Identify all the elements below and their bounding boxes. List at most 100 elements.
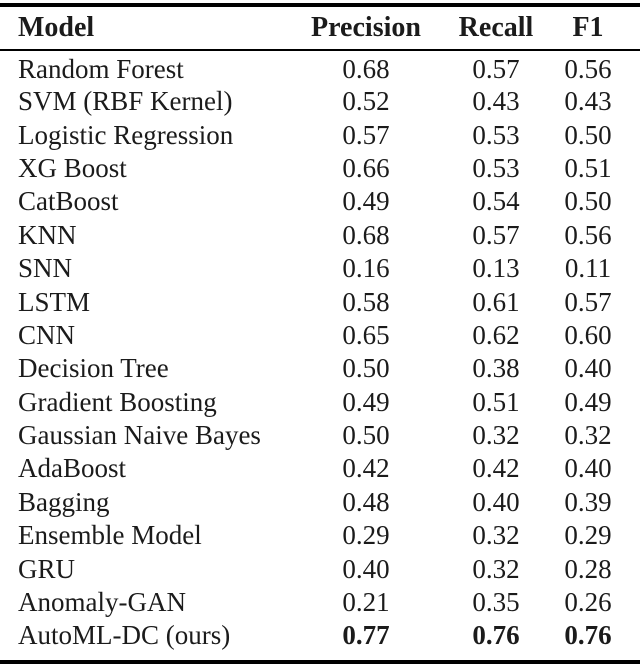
table-row: KNN 0.68 0.57 0.56 — [0, 219, 640, 252]
model-name-cell: Decision Tree — [18, 353, 169, 384]
f1-value-cell: 0.28 — [564, 553, 612, 584]
recall-value-cell: 0.76 — [472, 620, 520, 651]
precision-value-cell: 0.68 — [342, 54, 390, 84]
recall-value-cell: 0.42 — [472, 453, 520, 484]
f1-value-cell: 0.50 — [564, 119, 612, 150]
recall-value-cell: 0.40 — [472, 486, 520, 517]
recall-value-cell: 0.32 — [472, 553, 520, 584]
recall-value-cell: 0.38 — [472, 353, 520, 384]
table-row: Bagging 0.48 0.40 0.39 — [0, 486, 640, 519]
model-name-cell: Anomaly-GAN — [18, 587, 186, 618]
model-name-cell: AdaBoost — [18, 453, 126, 484]
precision-value-cell: 0.49 — [342, 386, 390, 417]
recall-value-cell: 0.13 — [472, 253, 520, 284]
f1-value-cell: 0.60 — [564, 319, 612, 350]
table-row: Gaussian Naive Bayes 0.50 0.32 0.32 — [0, 419, 640, 452]
f1-value-cell: 0.49 — [564, 386, 612, 417]
recall-value-cell: 0.62 — [472, 319, 520, 350]
table-row: XG Boost 0.66 0.53 0.51 — [0, 152, 640, 185]
precision-value-cell: 0.68 — [342, 219, 390, 250]
precision-value-cell: 0.21 — [342, 587, 390, 618]
column-header-model: Model — [18, 12, 95, 43]
f1-value-cell: 0.32 — [564, 420, 612, 451]
precision-value-cell: 0.65 — [342, 319, 390, 350]
model-name-cell: Ensemble Model — [18, 520, 202, 551]
table-row: Ensemble Model 0.29 0.32 0.29 — [0, 519, 640, 552]
f1-value-cell: 0.76 — [564, 620, 612, 651]
f1-value-cell: 0.43 — [564, 86, 612, 117]
precision-value-cell: 0.77 — [342, 620, 390, 651]
table-row: Anomaly-GAN 0.21 0.35 0.26 — [0, 586, 640, 619]
recall-value-cell: 0.53 — [472, 119, 520, 150]
column-header-f1: F1 — [572, 12, 604, 43]
f1-value-cell: 0.39 — [564, 486, 612, 517]
precision-value-cell: 0.66 — [342, 152, 390, 183]
recall-value-cell: 0.57 — [472, 219, 520, 250]
model-name-cell: AutoML-DC (ours) — [18, 620, 231, 651]
table-row: AutoML-DC (ours) 0.77 0.76 0.76 — [0, 619, 640, 652]
table-body: Random Forest 0.68 0.57 0.56 SVM (RBF Kernel… — [0, 50, 640, 653]
results-table-figure: Model Precision Recall F1 Random Forest 0… — [0, 3, 640, 670]
table-row: Logistic Regression 0.57 0.53 0.50 — [0, 118, 640, 151]
model-name-cell: CNN — [18, 319, 76, 350]
precision-value-cell: 0.52 — [342, 86, 390, 117]
model-name-cell: Random Forest — [18, 54, 184, 84]
table-row: GRU 0.40 0.32 0.28 — [0, 552, 640, 585]
table-row: Decision Tree 0.50 0.38 0.40 — [0, 352, 640, 385]
recall-value-cell: 0.61 — [472, 286, 520, 317]
recall-value-cell: 0.53 — [472, 152, 520, 183]
model-name-cell: Gaussian Naive Bayes — [18, 420, 261, 451]
f1-value-cell: 0.57 — [564, 286, 612, 317]
f1-value-cell: 0.56 — [564, 219, 612, 250]
recall-value-cell: 0.57 — [472, 54, 520, 84]
table-row: Gradient Boosting 0.49 0.51 0.49 — [0, 386, 640, 419]
table-bottom-rule — [0, 659, 640, 664]
f1-value-cell: 0.50 — [564, 186, 612, 217]
model-name-cell: XG Boost — [18, 152, 127, 183]
model-name-cell: Logistic Regression — [18, 119, 234, 150]
table-row: Random Forest 0.68 0.57 0.56 — [0, 50, 640, 85]
precision-value-cell: 0.48 — [342, 486, 390, 517]
recall-value-cell: 0.32 — [472, 420, 520, 451]
model-name-cell: GRU — [18, 553, 76, 584]
recall-value-cell: 0.32 — [472, 520, 520, 551]
header-row: Model Precision Recall F1 — [0, 7, 640, 50]
table-row: LSTM 0.58 0.61 0.57 — [0, 285, 640, 318]
precision-value-cell: 0.16 — [342, 253, 390, 284]
column-header-precision: Precision — [311, 12, 421, 43]
precision-value-cell: 0.29 — [342, 520, 390, 551]
precision-value-cell: 0.57 — [342, 119, 390, 150]
model-metrics-table: Model Precision Recall F1 Random Forest 0… — [0, 7, 640, 653]
model-name-cell: SVM (RBF Kernel) — [18, 86, 233, 117]
precision-value-cell: 0.50 — [342, 420, 390, 451]
table-row: CatBoost 0.49 0.54 0.50 — [0, 185, 640, 218]
recall-value-cell: 0.43 — [472, 86, 520, 117]
model-name-cell: CatBoost — [18, 186, 119, 217]
f1-value-cell: 0.56 — [564, 54, 612, 84]
table-row: CNN 0.65 0.62 0.60 — [0, 319, 640, 352]
model-name-cell: Gradient Boosting — [18, 386, 217, 417]
f1-value-cell: 0.51 — [564, 152, 612, 183]
precision-value-cell: 0.49 — [342, 186, 390, 217]
f1-value-cell: 0.11 — [564, 253, 612, 284]
model-name-cell: Bagging — [18, 486, 110, 517]
column-header-recall: Recall — [458, 12, 534, 43]
table-row: AdaBoost 0.42 0.42 0.40 — [0, 452, 640, 485]
f1-value-cell: 0.40 — [564, 453, 612, 484]
precision-value-cell: 0.42 — [342, 453, 390, 484]
f1-value-cell: 0.29 — [564, 520, 612, 551]
table-row: SVM (RBF Kernel) 0.52 0.43 0.43 — [0, 85, 640, 118]
recall-value-cell: 0.51 — [472, 386, 520, 417]
recall-value-cell: 0.35 — [472, 587, 520, 618]
model-name-cell: KNN — [18, 219, 77, 250]
table-header: Model Precision Recall F1 — [0, 7, 640, 50]
precision-value-cell: 0.50 — [342, 353, 390, 384]
f1-value-cell: 0.26 — [564, 587, 612, 618]
table-row: SNN 0.16 0.13 0.11 — [0, 252, 640, 285]
table-top-rule — [0, 3, 640, 7]
f1-value-cell: 0.40 — [564, 353, 612, 384]
model-name-cell: LSTM — [18, 286, 91, 317]
precision-value-cell: 0.40 — [342, 553, 390, 584]
precision-value-cell: 0.58 — [342, 286, 390, 317]
recall-value-cell: 0.54 — [472, 186, 520, 217]
